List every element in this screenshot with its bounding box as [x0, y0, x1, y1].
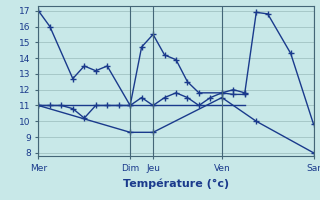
- X-axis label: Température (°c): Température (°c): [123, 178, 229, 189]
